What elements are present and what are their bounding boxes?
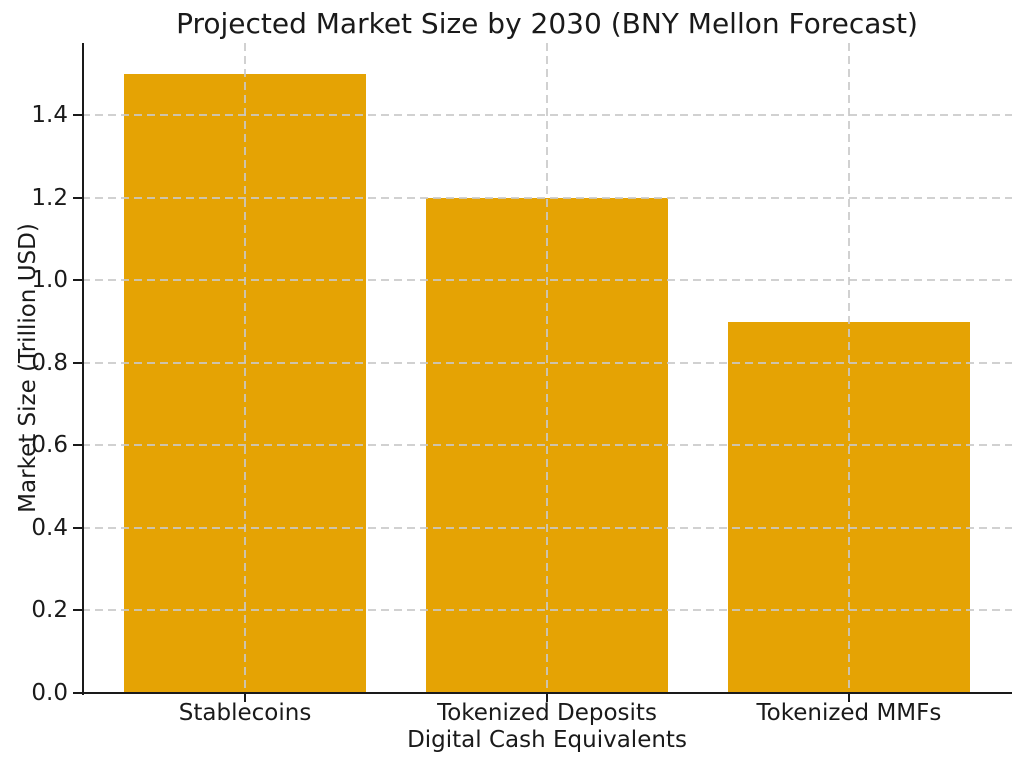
y-tick-label: 0.0 xyxy=(31,680,68,706)
y-tick xyxy=(73,279,82,282)
x-tick-label-tokenized-mmfs: Tokenized MMFs xyxy=(756,700,942,726)
y-tick-label: 0.2 xyxy=(31,597,68,624)
plot-area: 0.0 0.2 0.4 0.6 0.8 1.0 1.2 1.4 Stablecoins Token… xyxy=(31,43,1012,726)
v-gridline xyxy=(546,43,548,693)
y-tick-label: 0.6 xyxy=(31,432,68,459)
y-tick xyxy=(73,692,82,694)
y-tick xyxy=(73,196,82,199)
x-tick xyxy=(244,694,247,702)
x-axis-label: Digital Cash Equivalents xyxy=(407,727,687,753)
y-axis-spine xyxy=(82,43,84,695)
y-tick xyxy=(73,526,82,529)
y-tick-label: 0.8 xyxy=(31,349,68,376)
x-tick-label-stablecoins: Stablecoins xyxy=(178,700,312,726)
y-tick-label: 1.2 xyxy=(31,184,68,211)
x-axis-spine xyxy=(82,692,1012,694)
y-tick xyxy=(73,609,82,612)
v-gridline xyxy=(847,43,850,693)
y-tick xyxy=(73,114,82,117)
y-tick xyxy=(73,444,82,447)
y-tick-label: 1.4 xyxy=(31,102,68,129)
y-tick-label: 1.0 xyxy=(31,267,68,294)
x-tick xyxy=(546,694,548,702)
y-tick xyxy=(73,361,82,364)
x-tick xyxy=(847,694,850,702)
y-tick-label: 0.4 xyxy=(31,514,68,541)
x-tick-label-tokenized-deposits: Tokenized Deposits xyxy=(437,700,657,726)
v-gridline xyxy=(244,43,247,693)
chart-title: Projected Market Size by 2030 (BNY Mello… xyxy=(176,7,918,40)
